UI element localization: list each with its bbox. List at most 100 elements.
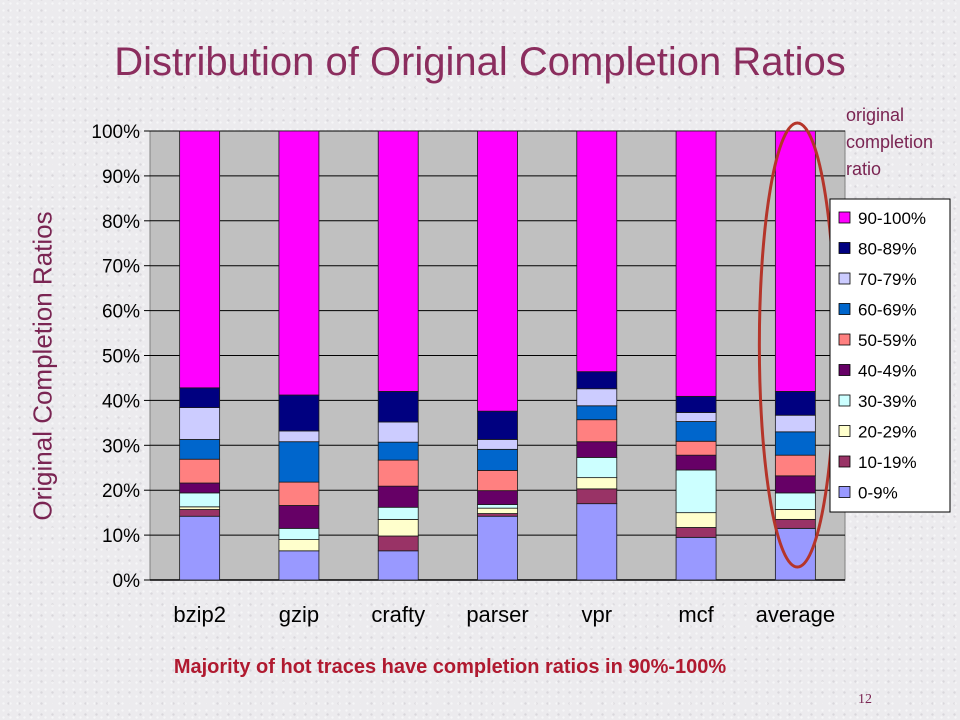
bar-segment-crafty-90-100% [377,130,419,392]
bar-segment-average-90-100% [774,130,816,392]
legend-swatch-90-100% [838,211,851,224]
bar-segment-bzip2-30-39% [179,492,221,508]
legend-swatch-40-49% [838,364,851,376]
bar-segment-gzip-20-29% [278,539,320,552]
bar-segment-bzip2-70-79% [179,407,221,440]
bar-segment-crafty-70-79% [377,421,419,443]
bar-segment-gzip-60-69% [278,441,320,483]
y-tick-label: 40% [102,391,140,412]
bar-segment-mcf-70-79% [675,412,717,422]
bar-segment-average-70-79% [774,414,816,433]
bar-segment-crafty-50-59% [377,459,419,487]
legend-label: 20-29% [858,423,917,442]
bar-segment-vpr-50-59% [576,419,618,443]
y-tick-label: 60% [102,302,140,323]
bar-segment-parser-30-39% [477,504,518,509]
legend-label: 40-49% [858,362,917,381]
bar-segment-parser-70-79% [477,439,518,450]
bar-segment-mcf-60-69% [675,421,717,442]
bar-segment-parser-80-89% [477,410,518,440]
bar-segment-bzip2-20-29% [179,506,221,510]
y-tick-label: 70% [102,257,140,278]
bar-segment-average-80-89% [774,391,816,416]
bar-segment-mcf-20-29% [675,512,717,528]
bar-segment-average-60-69% [774,431,816,456]
bar-segment-bzip2-50-59% [179,458,221,484]
bar-segment-gzip-30-39% [278,527,320,540]
bar-segment-gzip-40-49% [278,505,320,529]
bar-segment-bzip2-60-69% [179,439,221,460]
bar-segment-parser-10-19% [477,513,518,517]
x-tick-label: vpr [582,602,613,627]
bar-segment-gzip-90-100% [278,130,320,396]
legend-title-line-2: completion [846,132,934,152]
legend-label: 10-19% [858,453,917,472]
y-tick-label: 100% [91,122,140,143]
legend-swatch-80-89% [838,242,851,254]
bar-segment-bzip2-80-89% [179,387,221,408]
bar-segment-parser-60-69% [477,448,518,471]
bar-segment-mcf-0-9% [675,536,717,581]
bar-segment-mcf-40-49% [675,454,717,471]
y-tick-label: 10% [102,526,140,547]
bar-segment-vpr-60-69% [576,405,618,421]
bar-segment-crafty-10-19% [377,535,419,552]
x-tick-label: gzip [279,602,319,627]
page-number: 12 [858,692,872,707]
bar-segment-average-10-19% [774,518,816,529]
bar-segment-vpr-80-89% [576,371,618,390]
x-tick-label: bzip2 [173,602,226,627]
bar-segment-crafty-40-49% [377,485,419,508]
legend-label: 0-9% [858,484,898,503]
bar-segment-bzip2-90-100% [179,130,221,389]
legend-title-line-3: ratio [846,159,882,179]
y-tick-label: 90% [102,167,140,188]
y-tick-label: 0% [113,571,141,592]
bar-segment-mcf-80-89% [675,395,717,413]
legend-label: 60-69% [858,301,917,320]
bar-segment-vpr-70-79% [576,388,618,407]
bar-segment-vpr-90-100% [576,130,618,373]
legend-swatch-50-59% [838,333,851,346]
bar-segment-gzip-0-9% [278,550,320,581]
y-tick-label: 50% [102,347,140,368]
bar-segment-crafty-0-9% [377,550,419,581]
bar-segment-vpr-40-49% [576,441,618,458]
slide-title: Distribution of Original Completion Rati… [114,40,846,84]
bar-segment-vpr-0-9% [576,503,618,581]
legend-label: 70-79% [858,270,917,289]
bar-segment-average-40-49% [774,475,816,494]
bar-segment-mcf-90-100% [675,130,717,397]
legend-label: 50-59% [858,331,917,350]
legend-label: 90-100% [858,209,926,228]
legend-swatch-30-39% [838,394,851,407]
bar-segment-crafty-20-29% [377,518,419,537]
legend-swatch-10-19% [838,455,851,468]
bar-segment-parser-90-100% [477,130,518,412]
legend-swatch-60-69% [838,303,851,315]
bar-segment-mcf-10-19% [675,527,717,538]
x-tick-label: crafty [371,602,425,627]
bar-segment-vpr-30-39% [576,457,618,479]
bar-segment-bzip2-40-49% [179,482,221,494]
bar-segment-crafty-60-69% [377,441,419,461]
bar-segment-crafty-30-39% [377,506,419,520]
slide-caption: Majority of hot traces have completion r… [173,656,727,678]
bar-segment-vpr-20-29% [576,477,618,490]
bar-segment-crafty-80-89% [377,391,419,423]
bar-segment-bzip2-0-9% [179,515,221,581]
bar-segment-gzip-50-59% [278,481,320,506]
bar-segment-bzip2-10-19% [179,509,221,517]
y-tick-label: 20% [102,481,140,502]
bar-segment-average-20-29% [774,509,816,520]
x-tick-label: parser [466,602,528,627]
bar-segment-vpr-10-19% [576,488,618,505]
bar-segment-parser-0-9% [477,515,518,581]
legend-label: 30-39% [858,392,917,411]
bar-segment-mcf-50-59% [675,440,717,456]
legend-title-line-1: original [846,105,905,125]
legend-swatch-0-9% [838,486,851,498]
x-tick-label: mcf [678,602,714,627]
y-tick-label: 80% [102,212,140,233]
